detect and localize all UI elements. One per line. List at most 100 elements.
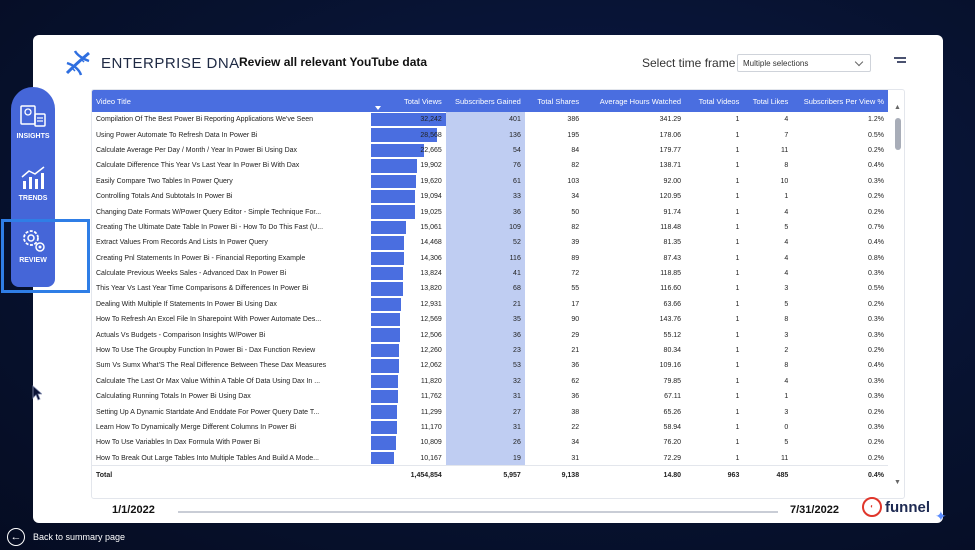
views-value: 11,820 bbox=[420, 377, 442, 385]
table-row[interactable]: Creating The Ultimate Date Table In Powe… bbox=[92, 219, 888, 236]
nav-trends[interactable]: TRENDS bbox=[11, 163, 55, 202]
column-header[interactable]: Subscribers Gained bbox=[445, 90, 525, 112]
table-cell: 116.60 bbox=[660, 285, 682, 293]
table-cell: 19,902 bbox=[370, 158, 446, 173]
table-row[interactable]: Calculate Average Per Day / Month / Year… bbox=[92, 142, 888, 159]
table-cell: 31 bbox=[571, 454, 580, 462]
table-cell: 4 bbox=[784, 377, 789, 385]
table-cell: 0.3% bbox=[868, 424, 884, 431]
table-cell: 17 bbox=[571, 300, 580, 308]
table-cell: 10,809 bbox=[370, 435, 446, 450]
views-data-bar bbox=[370, 113, 446, 127]
table-scrollbar[interactable]: ▲ ▼ bbox=[894, 104, 901, 486]
views-value: 14,468 bbox=[420, 239, 442, 247]
table-cell: 21 bbox=[445, 296, 525, 313]
table-cell: 54 bbox=[445, 142, 525, 159]
table-cell: 118.48 bbox=[660, 223, 682, 231]
total-row[interactable]: Total 1,454,854 5,957 9,138 14.80 963 485 0.4% bbox=[92, 465, 888, 484]
table-cell: 55 bbox=[571, 285, 580, 293]
arrow-left-icon: ← bbox=[7, 528, 25, 546]
table-row[interactable]: Using Power Automate To Refresh Data In … bbox=[92, 127, 888, 143]
table-cell: 109.16 bbox=[659, 362, 682, 370]
table-cell: 1 bbox=[735, 162, 740, 170]
table-cell: How To Use Variables In Dax Formula With… bbox=[96, 439, 260, 447]
table-row[interactable]: Compilation Of The Best Power Bi Reporti… bbox=[92, 112, 888, 128]
table-row[interactable]: Learn How To Dynamically Merge Different… bbox=[92, 419, 888, 436]
table-cell: 0.2% bbox=[868, 300, 884, 308]
views-value: 10,167 bbox=[420, 454, 442, 462]
back-label: Back to summary page bbox=[33, 532, 126, 542]
date-slider[interactable] bbox=[178, 511, 778, 513]
table-cell: 2 bbox=[784, 347, 789, 355]
table-row[interactable]: Calculate Difference This Year Vs Last Y… bbox=[92, 158, 888, 174]
table-cell: 11,299 bbox=[370, 404, 446, 419]
table-cell: 27 bbox=[445, 404, 525, 420]
table-row[interactable]: Creating Pnl Statements In Power Bi - Fi… bbox=[92, 250, 888, 266]
column-header[interactable]: Video Title bbox=[92, 90, 371, 112]
column-header[interactable]: Average Hours Watched bbox=[583, 90, 686, 112]
table-cell: 22 bbox=[571, 424, 580, 431]
column-header[interactable]: Total Views bbox=[370, 90, 446, 112]
table-cell: 3 bbox=[784, 408, 789, 416]
table-row[interactable]: Dealing With Multiple If Statements In P… bbox=[92, 296, 888, 313]
table-cell: 401 bbox=[445, 112, 525, 128]
table-cell: 116 bbox=[445, 250, 525, 266]
table-cell: 65.26 bbox=[663, 408, 682, 416]
back-button[interactable]: ← Back to summary page bbox=[7, 528, 125, 546]
table-row[interactable]: This Year Vs Last Year Time Comparisons … bbox=[92, 281, 888, 297]
table-row[interactable]: Calculate Previous Weeks Sales - Advance… bbox=[92, 265, 888, 282]
views-value: 12,931 bbox=[420, 300, 442, 308]
table-cell: 13,824 bbox=[370, 266, 446, 281]
column-header[interactable]: Total Likes bbox=[743, 90, 793, 112]
table-row[interactable]: Sum Vs Sumx What'S The Real Difference B… bbox=[92, 358, 888, 374]
nav-insights[interactable]: INSIGHTS bbox=[11, 101, 55, 140]
scroll-down-icon[interactable]: ▼ bbox=[894, 479, 901, 486]
table-cell: 1 bbox=[735, 316, 740, 324]
table-row[interactable]: Extract Values From Records And Lists In… bbox=[92, 235, 888, 251]
column-header[interactable]: Total Shares bbox=[524, 90, 584, 112]
views-data-bar bbox=[370, 374, 399, 389]
table-row[interactable]: How To Refresh An Excel File In Sharepoi… bbox=[92, 312, 888, 328]
table-cell: 31 bbox=[445, 419, 525, 436]
filter-menu-icon[interactable] bbox=[894, 57, 906, 65]
table-row[interactable]: Easily Compare Two Tables In Power Query… bbox=[92, 173, 888, 189]
column-header[interactable]: Subscribers Per View % bbox=[792, 90, 888, 112]
table-row[interactable]: Actuals Vs Budgets - Comparison Insights… bbox=[92, 327, 888, 343]
table-cell: 14.80 bbox=[583, 465, 686, 484]
table-cell: 4 bbox=[784, 270, 789, 278]
table-cell: 5 bbox=[784, 223, 789, 231]
table-cell: 10,167 bbox=[370, 451, 446, 466]
table-cell: 89 bbox=[571, 254, 580, 262]
table-cell: 33 bbox=[445, 188, 525, 205]
table-cell: 12,260 bbox=[370, 343, 446, 358]
table-cell: 386 bbox=[567, 116, 580, 124]
table-cell: Compilation Of The Best Power Bi Reporti… bbox=[96, 116, 314, 124]
timeframe-dropdown[interactable]: Multiple selections bbox=[737, 54, 871, 72]
timeframe-value: Multiple selections bbox=[743, 58, 809, 68]
nav-review[interactable]: REVIEW bbox=[11, 225, 55, 264]
table-row[interactable]: Calculate The Last Or Max Value Within A… bbox=[92, 373, 888, 390]
review-gear-icon bbox=[23, 230, 45, 252]
table-cell: 1 bbox=[735, 347, 740, 355]
table-cell: 1 bbox=[735, 285, 740, 293]
table-row[interactable]: Calculating Running Totals In Power Bi U… bbox=[92, 389, 888, 405]
report-card: ENTERPRISE DNA Review all relevant YouTu… bbox=[33, 35, 943, 523]
table-row[interactable]: How To Break Out Large Tables Into Multi… bbox=[92, 450, 888, 466]
end-date: 7/31/2022 bbox=[790, 504, 839, 516]
scroll-thumb[interactable] bbox=[895, 118, 901, 150]
views-value: 32,242 bbox=[420, 116, 442, 124]
table-row[interactable]: Controlling Totals And Subtotals In Powe… bbox=[92, 188, 888, 205]
table-row[interactable]: How To Use The Groupby Function In Power… bbox=[92, 342, 888, 359]
table-row[interactable]: How To Use Variables In Dax Formula With… bbox=[92, 435, 888, 451]
table-cell: How To Use The Groupby Function In Power… bbox=[96, 347, 316, 355]
views-data-bar bbox=[370, 143, 424, 158]
column-header[interactable]: Total Videos bbox=[685, 90, 744, 112]
table-cell: 34 bbox=[571, 439, 580, 447]
scroll-up-icon[interactable]: ▲ bbox=[894, 104, 901, 111]
table-row[interactable]: Setting Up A Dynamic Startdate And Endda… bbox=[92, 404, 888, 420]
table-cell: 11,820 bbox=[370, 374, 446, 389]
views-data-bar bbox=[370, 328, 400, 342]
table-row[interactable]: Changing Date Formats W/Power Query Edit… bbox=[92, 204, 888, 220]
table-cell: 34 bbox=[571, 193, 580, 201]
table-cell: 72.29 bbox=[663, 454, 682, 462]
